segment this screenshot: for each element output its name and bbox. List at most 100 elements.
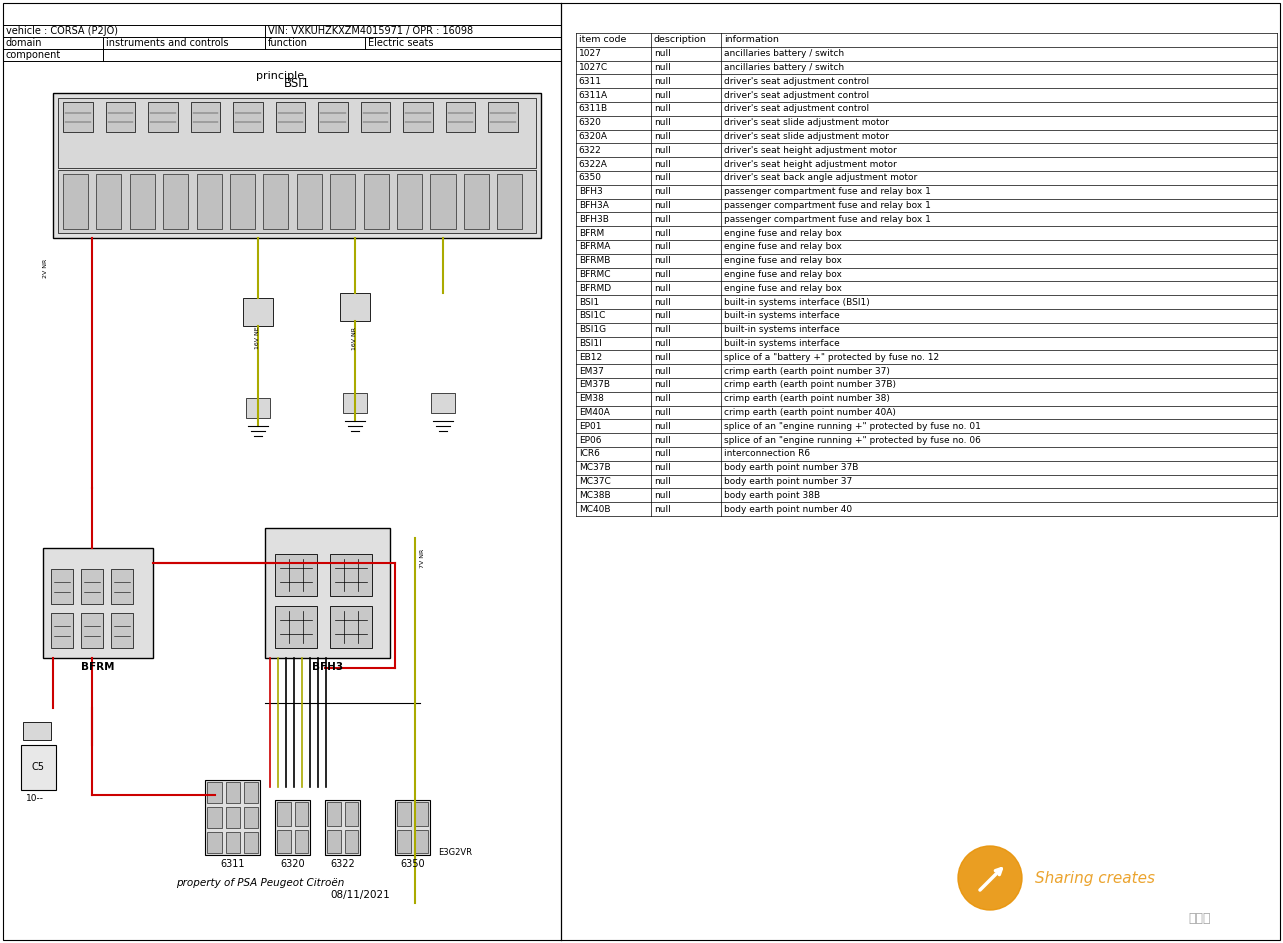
Text: null: null bbox=[653, 159, 671, 169]
Bar bbox=[81, 613, 103, 648]
Bar bbox=[51, 569, 73, 604]
Bar bbox=[431, 393, 455, 413]
Bar bbox=[51, 613, 73, 648]
Text: VIN: VXKUHZKXZM4015971 / OPR : 16098: VIN: VXKUHZKXZM4015971 / OPR : 16098 bbox=[268, 26, 473, 36]
Bar bbox=[207, 782, 222, 803]
Bar bbox=[207, 832, 222, 853]
Text: splice of an "engine running +" protected by fuse no. 06: splice of an "engine running +" protecte… bbox=[724, 436, 980, 444]
Text: crimp earth (earth point number 37): crimp earth (earth point number 37) bbox=[724, 367, 889, 375]
Text: driver's seat adjustment control: driver's seat adjustment control bbox=[724, 76, 869, 86]
Text: BSI1C: BSI1C bbox=[579, 311, 606, 321]
Text: crimp earth (earth point number 40A): crimp earth (earth point number 40A) bbox=[724, 408, 896, 417]
Text: null: null bbox=[653, 270, 671, 279]
Bar bbox=[330, 606, 372, 648]
Text: driver's seat adjustment control: driver's seat adjustment control bbox=[724, 91, 869, 100]
Bar bbox=[234, 102, 263, 132]
Bar bbox=[296, 174, 322, 229]
Bar bbox=[445, 102, 476, 132]
Text: MC37B: MC37B bbox=[579, 463, 611, 472]
Text: 目具示: 目具示 bbox=[1189, 912, 1211, 924]
Text: 1027C: 1027C bbox=[579, 63, 608, 72]
Text: description: description bbox=[653, 36, 707, 44]
Text: null: null bbox=[653, 367, 671, 375]
Bar bbox=[58, 98, 536, 168]
Text: engine fuse and relay box: engine fuse and relay box bbox=[724, 228, 842, 238]
Bar bbox=[345, 830, 358, 853]
Bar bbox=[44, 548, 153, 658]
Text: passenger compartment fuse and relay box 1: passenger compartment fuse and relay box… bbox=[724, 188, 930, 196]
Text: null: null bbox=[653, 146, 671, 155]
Text: 6322A: 6322A bbox=[579, 159, 608, 169]
Text: driver's seat slide adjustment motor: driver's seat slide adjustment motor bbox=[724, 118, 889, 127]
Bar bbox=[363, 174, 389, 229]
Bar bbox=[395, 800, 430, 855]
Bar bbox=[330, 174, 355, 229]
Bar bbox=[403, 102, 432, 132]
Bar bbox=[318, 102, 348, 132]
Text: splice of an "engine running +" protected by fuse no. 01: splice of an "engine running +" protecte… bbox=[724, 422, 980, 431]
Text: null: null bbox=[653, 463, 671, 472]
Text: body earth point 38B: body earth point 38B bbox=[724, 490, 820, 500]
Text: EM40A: EM40A bbox=[579, 408, 609, 417]
Text: EM37B: EM37B bbox=[579, 380, 609, 389]
Text: item code: item code bbox=[579, 36, 626, 44]
Text: driver's seat adjustment control: driver's seat adjustment control bbox=[724, 105, 869, 113]
Text: 6320: 6320 bbox=[281, 859, 305, 869]
Text: property of PSA Peugeot Citroën: property of PSA Peugeot Citroën bbox=[176, 878, 345, 888]
Text: crimp earth (earth point number 38): crimp earth (earth point number 38) bbox=[724, 394, 889, 404]
Text: null: null bbox=[653, 49, 671, 58]
Text: built-in systems interface (BSI1): built-in systems interface (BSI1) bbox=[724, 298, 870, 306]
Bar bbox=[196, 174, 222, 229]
Text: EM38: EM38 bbox=[579, 394, 603, 404]
Text: information: information bbox=[724, 36, 779, 44]
Bar bbox=[21, 745, 56, 790]
Bar bbox=[63, 102, 92, 132]
Text: 6350: 6350 bbox=[579, 174, 602, 182]
Text: Electric seats: Electric seats bbox=[368, 38, 434, 48]
Bar bbox=[58, 170, 536, 233]
Bar bbox=[295, 802, 308, 825]
Text: null: null bbox=[653, 215, 671, 223]
Bar bbox=[275, 606, 317, 648]
Bar bbox=[414, 830, 429, 853]
Bar bbox=[361, 102, 390, 132]
Text: Sharing creates: Sharing creates bbox=[1035, 870, 1155, 885]
Text: null: null bbox=[653, 325, 671, 334]
Text: null: null bbox=[653, 505, 671, 514]
Bar bbox=[81, 569, 103, 604]
Bar bbox=[205, 780, 260, 855]
Bar bbox=[344, 393, 367, 413]
Bar bbox=[148, 102, 178, 132]
Text: crimp earth (earth point number 37B): crimp earth (earth point number 37B) bbox=[724, 380, 896, 389]
Bar bbox=[275, 800, 310, 855]
Text: null: null bbox=[653, 422, 671, 431]
Text: null: null bbox=[653, 450, 671, 458]
Bar bbox=[396, 174, 422, 229]
Bar bbox=[498, 174, 522, 229]
Bar bbox=[53, 93, 540, 238]
Text: null: null bbox=[653, 353, 671, 362]
Text: 6322: 6322 bbox=[330, 859, 355, 869]
Bar bbox=[345, 802, 358, 825]
Text: EP06: EP06 bbox=[579, 436, 602, 444]
Bar bbox=[230, 174, 255, 229]
Bar bbox=[327, 830, 341, 853]
Bar bbox=[244, 832, 258, 853]
Text: 6322: 6322 bbox=[579, 146, 602, 155]
Text: principle: principle bbox=[257, 71, 304, 81]
Text: null: null bbox=[653, 105, 671, 113]
Text: null: null bbox=[653, 201, 671, 210]
Text: function: function bbox=[268, 38, 308, 48]
Text: BFRM: BFRM bbox=[81, 662, 114, 672]
Text: 6311B: 6311B bbox=[579, 105, 608, 113]
Text: 10--: 10-- bbox=[26, 794, 44, 803]
Bar bbox=[398, 830, 411, 853]
Text: 16V NE: 16V NE bbox=[255, 326, 260, 349]
Bar bbox=[207, 807, 222, 828]
Text: ancillaries battery / switch: ancillaries battery / switch bbox=[724, 63, 844, 72]
Text: domain: domain bbox=[6, 38, 42, 48]
Text: EM37: EM37 bbox=[579, 367, 603, 375]
Text: body earth point number 40: body earth point number 40 bbox=[724, 505, 852, 514]
Text: vehicle : CORSA (P2JO): vehicle : CORSA (P2JO) bbox=[6, 26, 118, 36]
Text: null: null bbox=[653, 298, 671, 306]
